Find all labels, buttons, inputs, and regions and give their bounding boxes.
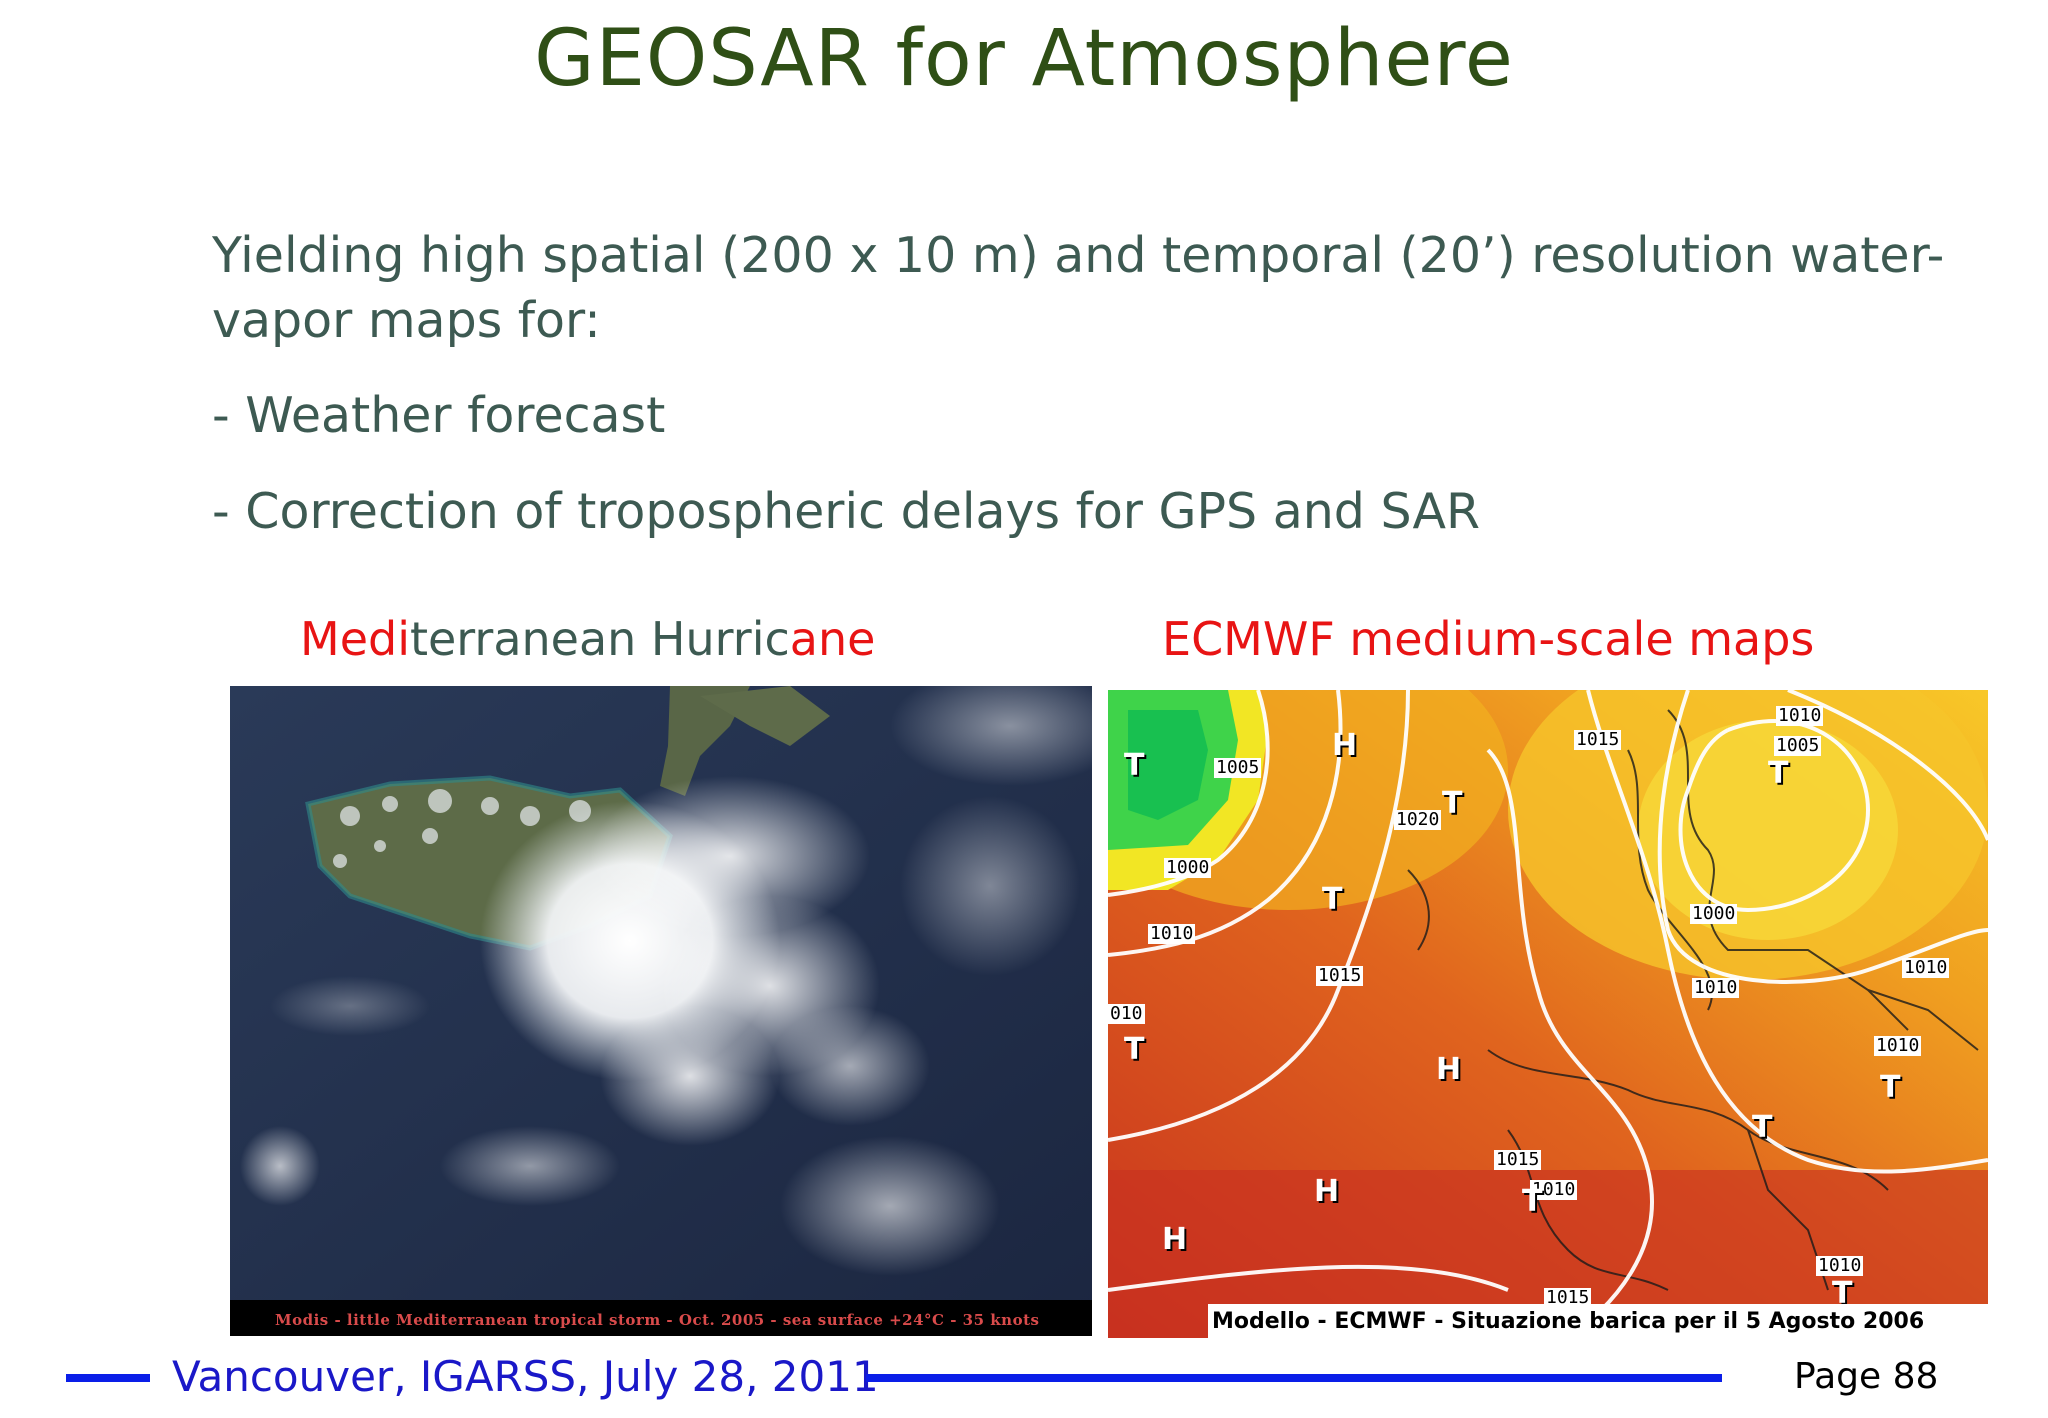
caption-ecmwf-maps: ECMWF medium-scale maps — [1162, 612, 1815, 666]
isobar-label: 1010 — [1874, 1035, 1922, 1056]
low-pressure-symbol: T — [1322, 882, 1343, 917]
low-pressure-symbol: T — [1124, 748, 1145, 783]
ecmwf-weather-map: 1005 1015 1010 1005 1020 1000 1010 1015 … — [1108, 690, 1988, 1338]
low-pressure-symbol: T — [1442, 786, 1463, 821]
high-pressure-symbol: H — [1162, 1222, 1188, 1257]
isobar-label: 1015 — [1494, 1149, 1542, 1170]
footer-rule-right — [866, 1374, 1722, 1382]
footer-rule-left — [66, 1374, 150, 1382]
low-pressure-symbol: T — [1880, 1070, 1901, 1105]
weather-map-caption-bar — [1208, 1304, 1988, 1338]
isobar-label: 1000 — [1164, 857, 1212, 878]
high-pressure-symbol: H — [1332, 728, 1358, 763]
weather-map-graphic — [1108, 690, 1988, 1338]
isobar-label: 010 — [1108, 1003, 1145, 1024]
isobar-label: 1005 — [1774, 735, 1822, 756]
isobar-label: 1005 — [1214, 757, 1262, 778]
isobar-label: 1010 — [1816, 1255, 1864, 1276]
isobar-label: 1000 — [1690, 903, 1738, 924]
weather-map-caption: Modello - ECMWF - Situazione barica per … — [1212, 1309, 1925, 1334]
isobar-label: 1010 — [1148, 923, 1196, 944]
low-pressure-symbol: T — [1522, 1184, 1543, 1219]
body-line-2: vapor maps for: — [212, 292, 601, 349]
satellite-image: Modis - little Mediterranean tropical st… — [230, 686, 1092, 1336]
high-pressure-symbol: H — [1436, 1052, 1462, 1087]
satellite-caption: Modis - little Mediterranean tropical st… — [275, 1311, 1040, 1329]
low-pressure-symbol: T — [1768, 756, 1789, 791]
bullet-tropospheric-correction: - Correction of tropospheric delays for … — [212, 483, 1481, 540]
caption-part-1: Medi — [300, 612, 410, 666]
isobar-label: 1015 — [1316, 965, 1364, 986]
low-pressure-symbol: T — [1752, 1110, 1773, 1145]
isobar-label: 1010 — [1776, 705, 1824, 726]
isobar-label: 1010 — [1902, 957, 1950, 978]
caption-part-2: terranean Hurric — [409, 612, 790, 666]
satellite-caption-bar — [230, 1300, 1092, 1336]
isobar-label: 1010 — [1530, 1179, 1578, 1200]
low-pressure-symbol: T — [1832, 1276, 1853, 1311]
satellite-image-graphic — [230, 686, 1092, 1336]
isobar-label: 1010 — [1692, 977, 1740, 998]
slide-title: GEOSAR for Atmosphere — [534, 14, 1514, 104]
caption-part-3: ane — [789, 612, 876, 666]
caption-mediterranean-hurricane: Mediterranean Hurricane — [300, 612, 875, 666]
isobar-label: 1015 — [1574, 729, 1622, 750]
high-pressure-symbol: H — [1314, 1174, 1340, 1209]
bullet-weather-forecast: - Weather forecast — [212, 387, 666, 444]
low-pressure-symbol: T — [1124, 1032, 1145, 1067]
body-line-1: Yielding high spatial (200 x 10 m) and t… — [212, 227, 1945, 284]
isobar-label: 1020 — [1394, 809, 1442, 830]
footer-venue: Vancouver, IGARSS, July 28, 2011 — [172, 1352, 879, 1401]
isobar-label: 1015 — [1544, 1287, 1592, 1308]
page-number: Page 88 — [1794, 1356, 1939, 1397]
